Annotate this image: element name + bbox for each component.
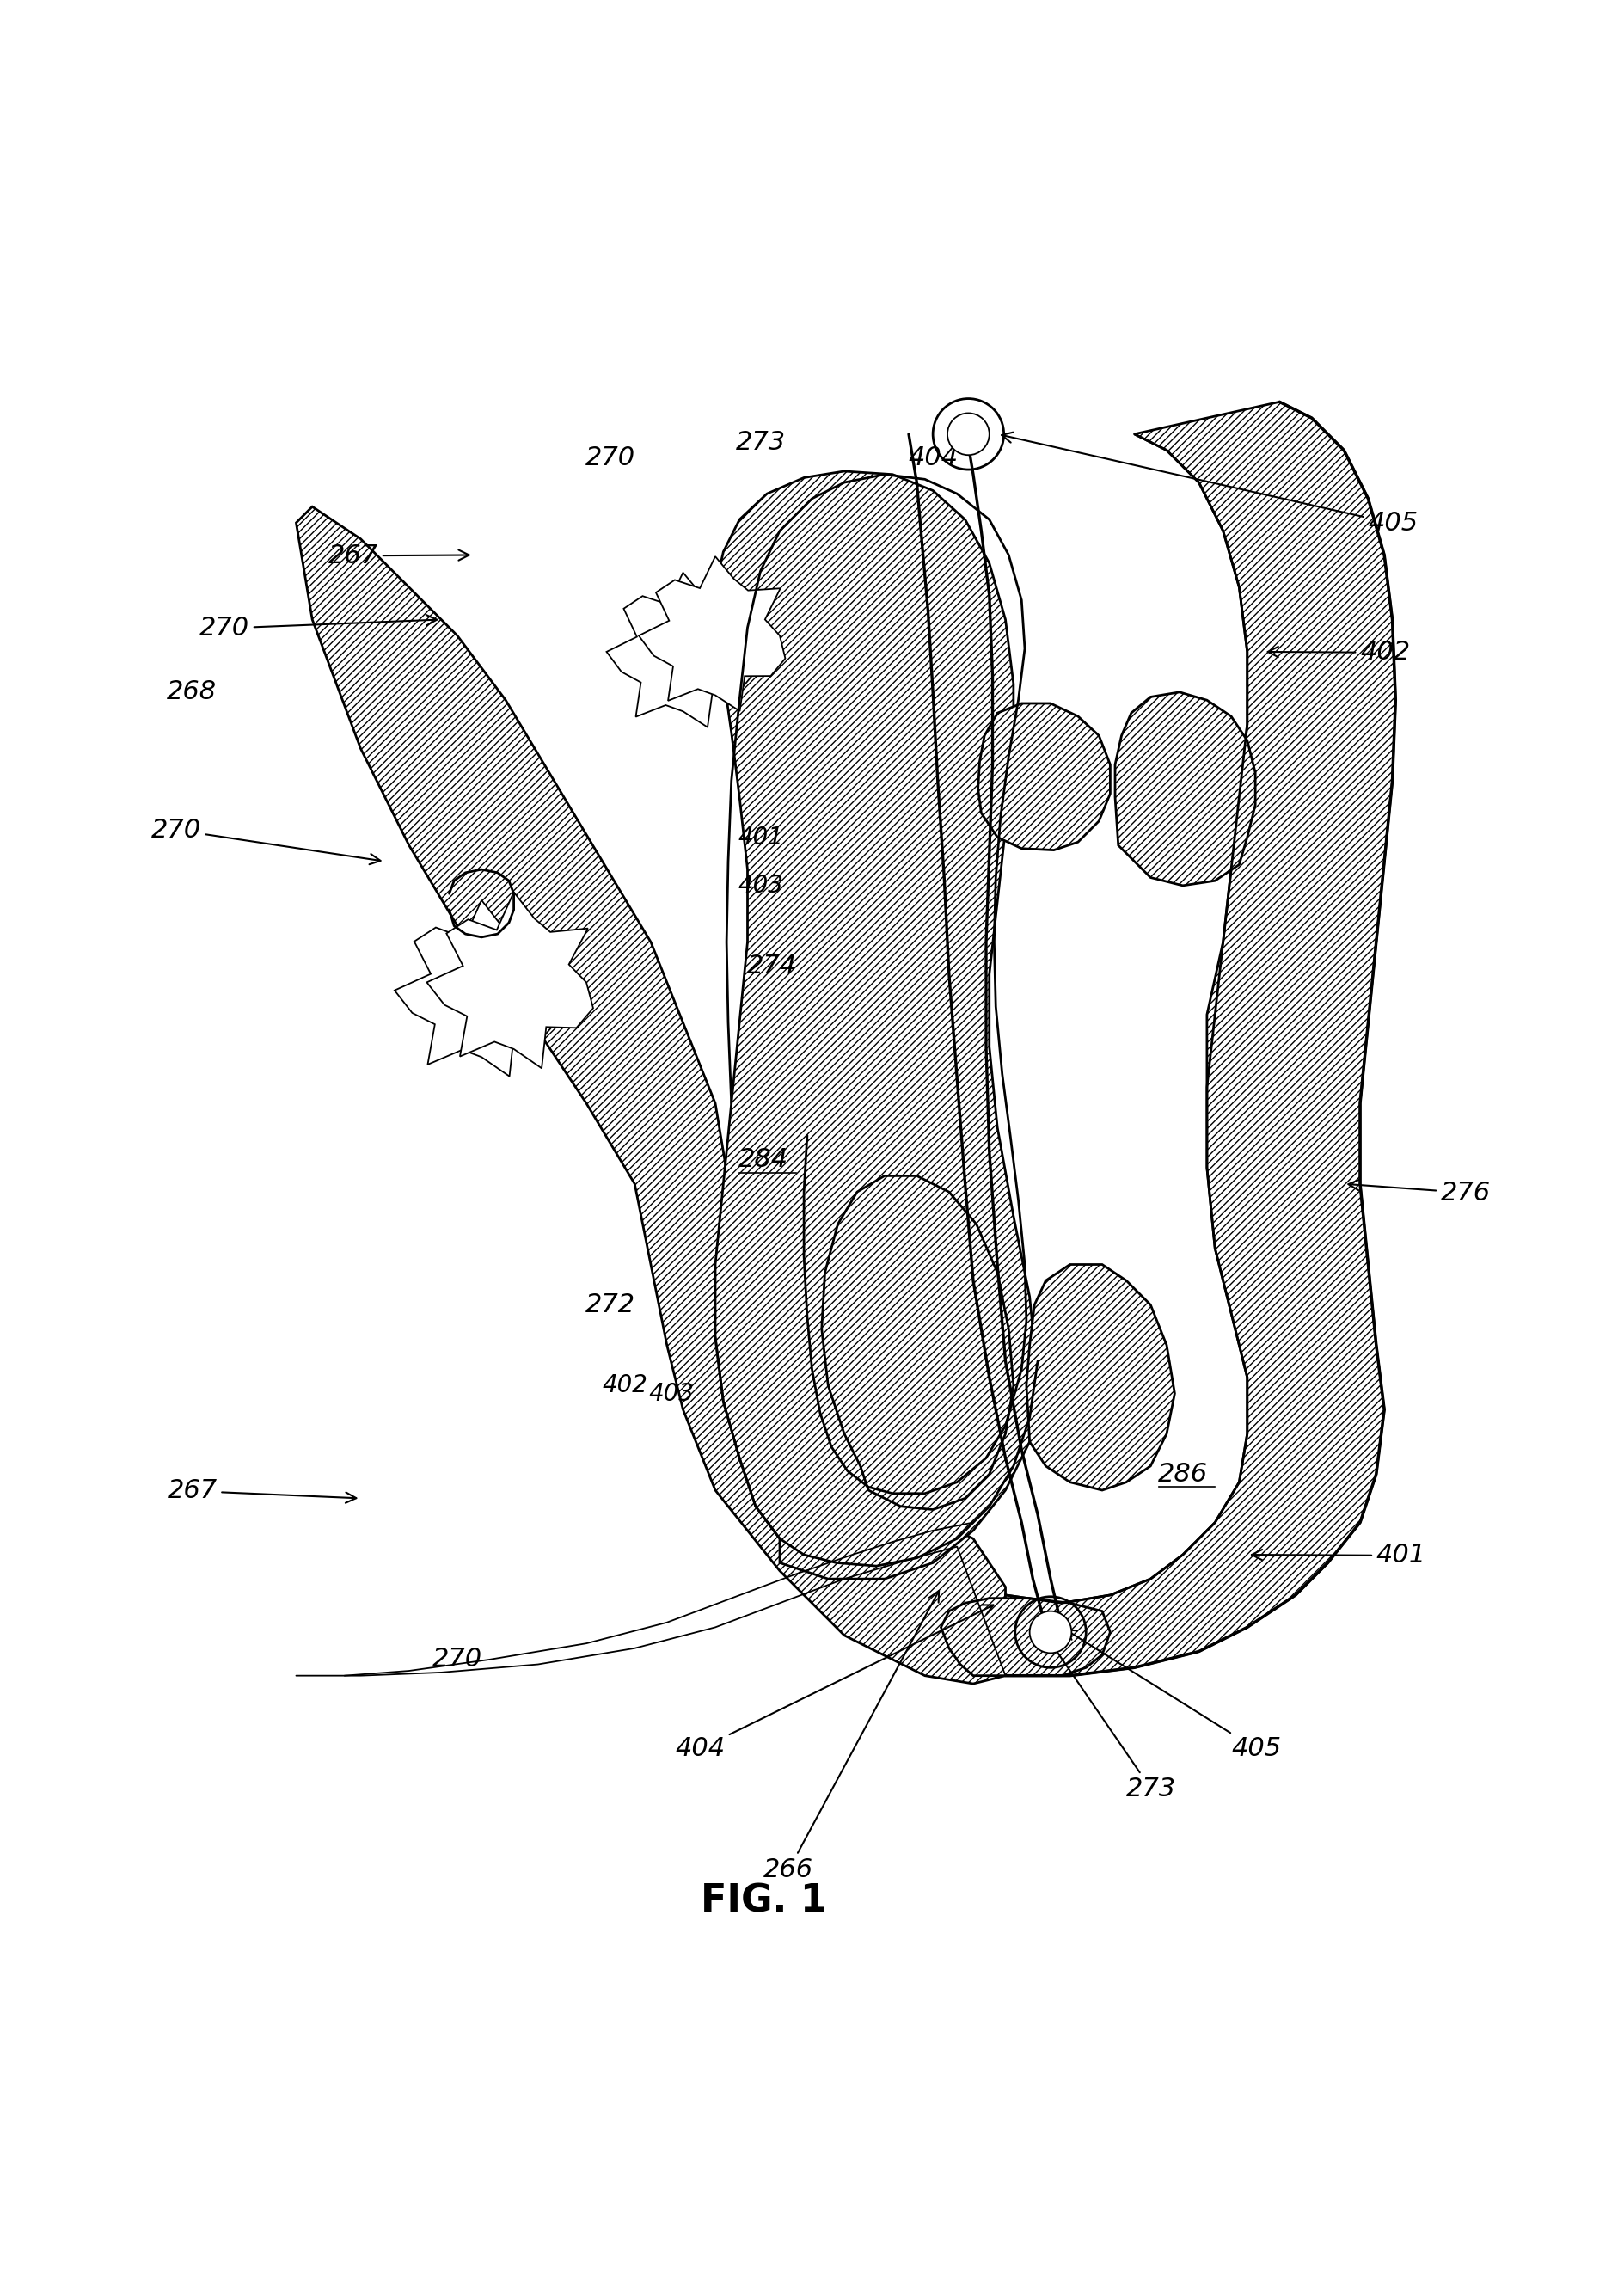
Polygon shape [940,1599,1111,1676]
Polygon shape [638,556,786,711]
Polygon shape [296,506,1005,1683]
Text: 276: 276 [1348,1179,1491,1206]
Polygon shape [1005,402,1395,1676]
Text: 273: 273 [1047,1640,1176,1801]
Text: 405: 405 [1065,1631,1281,1762]
Text: 401: 401 [737,824,783,849]
Text: 404: 404 [908,445,958,470]
Polygon shape [978,704,1111,849]
Text: 402: 402 [603,1374,648,1397]
Text: 405: 405 [1002,431,1418,536]
Polygon shape [1116,693,1255,886]
Text: 274: 274 [747,954,797,979]
Circle shape [947,413,989,454]
Text: 284: 284 [739,1147,789,1172]
Text: FIG. 1: FIG. 1 [700,1883,827,1919]
Polygon shape [1026,1265,1174,1490]
Circle shape [1030,1610,1072,1653]
Polygon shape [822,1176,1013,1510]
Text: 401: 401 [1252,1542,1426,1567]
Text: 270: 270 [432,1646,482,1671]
Text: 402: 402 [1268,640,1410,665]
Polygon shape [715,470,1038,1578]
Text: 267: 267 [167,1478,356,1503]
Text: 266: 266 [763,1592,939,1883]
Text: 404: 404 [676,1606,994,1762]
Polygon shape [395,899,560,1076]
Text: 403: 403 [737,874,783,897]
Text: 270: 270 [586,445,635,470]
Text: 403: 403 [650,1381,695,1406]
Text: 272: 272 [586,1292,635,1317]
Polygon shape [606,572,754,727]
Text: 270: 270 [151,818,380,865]
Text: 286: 286 [1158,1463,1208,1488]
Text: 270: 270 [200,615,437,640]
Text: 267: 267 [328,543,469,568]
Polygon shape [427,893,593,1067]
Text: 268: 268 [166,679,216,704]
Text: 273: 273 [736,429,786,454]
